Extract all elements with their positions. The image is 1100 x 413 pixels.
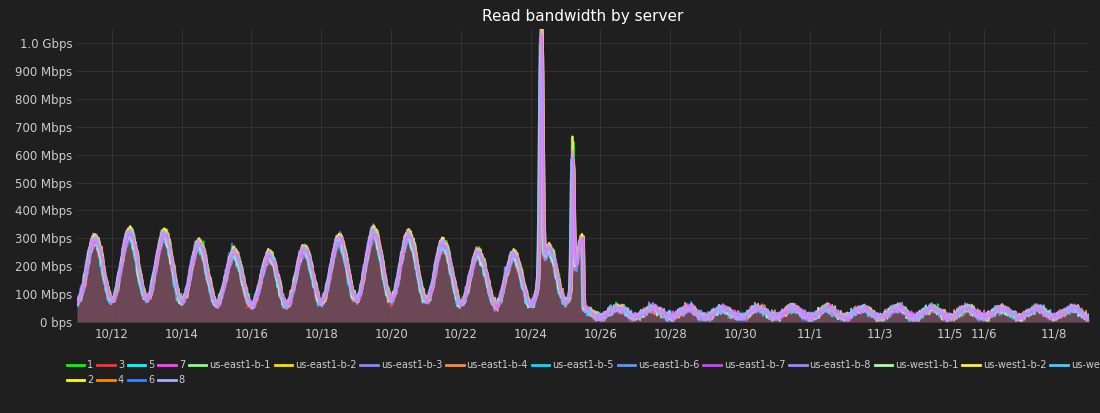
Legend: 1, 2, 3, 4, 5, 6, 7, 8, us-east1-b-1, us-east1-b-2, us-east1-b-3, us-east1-b-4, : 1, 2, 3, 4, 5, 6, 7, 8, us-east1-b-1, us… (67, 360, 1100, 385)
Title: Read bandwidth by server: Read bandwidth by server (482, 9, 684, 24)
